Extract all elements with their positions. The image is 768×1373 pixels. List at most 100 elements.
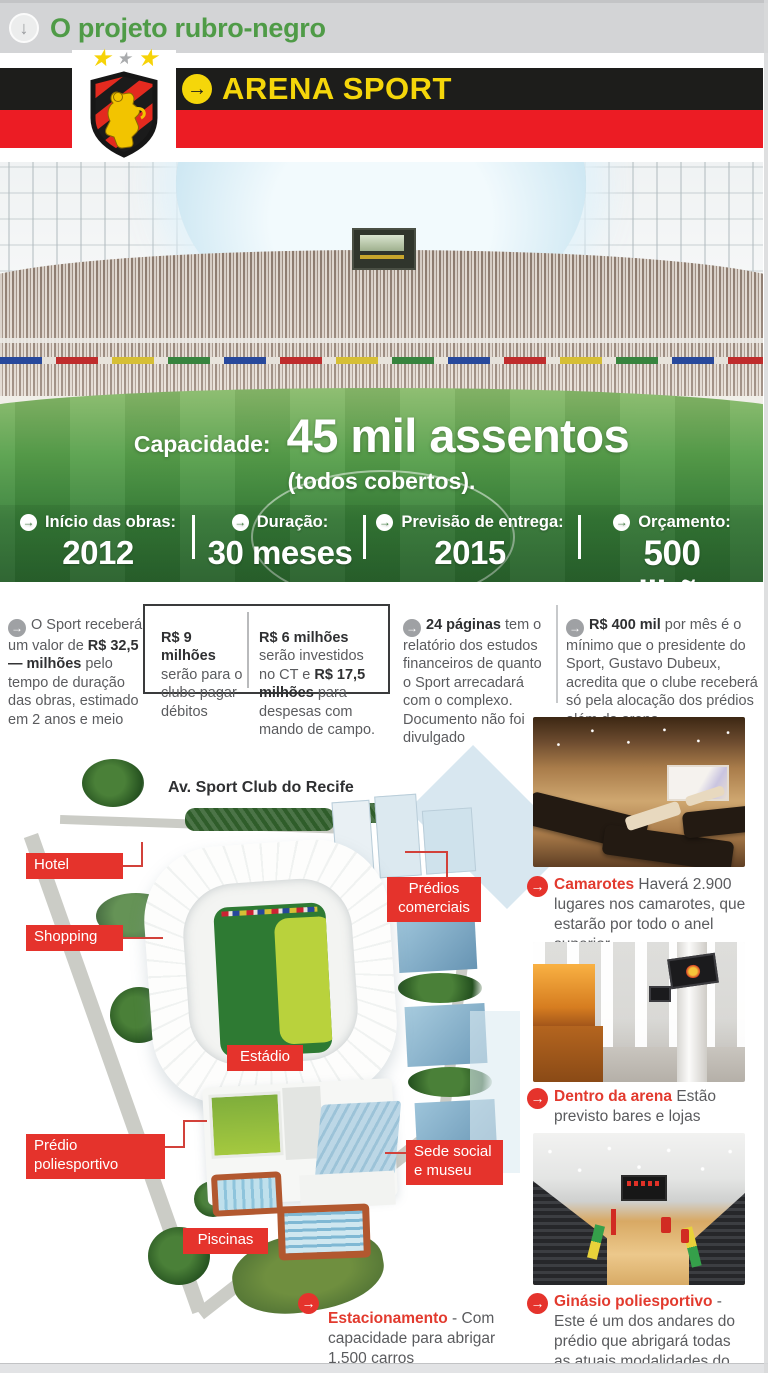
label-connector: [165, 1146, 185, 1148]
scoreboard: [621, 1175, 667, 1201]
pool: [277, 1203, 371, 1261]
kicker-bar: ↓ O projeto rubro-negro: [0, 3, 768, 53]
down-arrow-icon: ↓: [9, 13, 39, 43]
right-arrow-icon: →: [403, 618, 421, 637]
label-connector: [446, 851, 448, 878]
facts-divider: [556, 605, 558, 703]
capacity-note: (todos cobertos).: [287, 468, 476, 494]
stats-divider: [363, 515, 366, 559]
map-label-predio-poliesportivo: Prédio poliesportivo: [26, 1134, 165, 1179]
palm-trees: [82, 759, 144, 807]
stadium-photo: Capacidade: 45 mil assentos (todos cobert…: [0, 162, 763, 582]
street-label: Av. Sport Club do Recife: [168, 779, 354, 796]
green-roof: [208, 1091, 284, 1159]
stat-label: Duração:: [256, 513, 329, 531]
fact-box-divider: [247, 612, 249, 688]
site-map: Av. Sport Club do Recife: [0, 715, 573, 1373]
map-label-shopping: Shopping: [26, 925, 123, 951]
map-label-hotel: Hotel: [26, 853, 123, 879]
camarotes-image: [533, 717, 745, 867]
fact-paragraph: → R$ 400 mil por mês é o mínimo que o pre…: [566, 616, 758, 728]
basketball-hoop: [611, 1209, 616, 1235]
basketball-hoop: [681, 1229, 689, 1243]
label-connector: [123, 937, 163, 939]
lion-icon: [105, 91, 146, 149]
banner-title-row: → ARENA SPORT: [182, 71, 452, 107]
right-arrow-icon: →: [182, 74, 212, 104]
wood-floor: [533, 1026, 603, 1082]
stat-value: 2012: [62, 534, 134, 571]
label-connector: [405, 851, 448, 853]
banner-title: ARENA SPORT: [222, 71, 452, 106]
stat-value: 2015: [434, 534, 506, 571]
right-arrow-icon: →: [231, 514, 249, 531]
stadium-pitch-aerial: [213, 902, 333, 1058]
label-connector: [141, 842, 143, 867]
tv-screen: [649, 986, 671, 1002]
commercial-building: [421, 807, 477, 875]
stat-label: Previsão de entrega:: [401, 513, 564, 531]
basketball-hoop: [661, 1217, 671, 1233]
right-arrow-icon: →: [527, 876, 548, 897]
star-icon: ★: [136, 45, 159, 72]
tree-row: [398, 973, 482, 1003]
glass-building: [396, 916, 478, 974]
right-arrow-icon: →: [298, 1293, 319, 1314]
stat-inicio: → Início das obras: 2012: [8, 513, 188, 572]
stand-walkway: [0, 338, 763, 343]
right-arrow-icon: →: [527, 1293, 548, 1314]
fact-box: R$ 9 milhões serão para o clube pagar dé…: [143, 604, 390, 738]
ginasio-caption: → Ginásio poliesportivo - Este é um dos …: [527, 1292, 747, 1373]
map-label-estadio: Estádio: [227, 1045, 303, 1071]
stands: [689, 1193, 745, 1285]
fact-paragraph: → 24 páginas tem o relatório dos estudos …: [403, 616, 542, 747]
map-label-sede-social: Sede social e museu: [406, 1140, 503, 1185]
stats-bar: → Início das obras: 2012 → Duração: 30 mes…: [0, 505, 763, 582]
star-icon: ★: [89, 45, 112, 72]
fact-box-right: R$ 6 milhões serão investidos no CT e R$…: [259, 629, 376, 739]
label-connector: [185, 1120, 207, 1122]
arena-concourse-image: [533, 942, 745, 1082]
bottom-bar: [0, 1363, 768, 1373]
capacity-label: Capacidade:: [133, 431, 271, 457]
stat-label: Orçamento:: [638, 513, 731, 531]
scoreboard: [352, 228, 416, 270]
map-label-predios-comerciais: Prédios comerciais: [387, 877, 481, 922]
right-arrow-icon: →: [8, 618, 26, 637]
map-label-piscinas: Piscinas: [183, 1228, 268, 1254]
fact-paragraph: → O Sport receberá um valor de R$ 32,5— m…: [8, 616, 143, 728]
striped-roof: [314, 1100, 402, 1180]
crest-stars: ★ ★ ★: [72, 45, 176, 72]
stat-orcamento: →Orçamento: 500 milhões Para todo comple…: [588, 513, 756, 582]
stats-divider: [578, 515, 581, 559]
stat-duracao: → Duração: 30 meses: [205, 513, 355, 572]
right-arrow-icon: →: [527, 1088, 548, 1109]
right-arrow-icon: →: [613, 514, 631, 531]
gymnasium-image: [533, 1133, 745, 1285]
right-arrow-icon: →: [19, 514, 37, 531]
stats-divider: [192, 515, 195, 559]
page-edge: [764, 0, 768, 1373]
capacity-value: 45 mil assentos: [286, 409, 630, 462]
shield-icon: [90, 71, 158, 158]
led-band: [0, 357, 763, 364]
ceiling-lights: [533, 717, 745, 763]
club-crest: ★ ★ ★: [72, 45, 176, 164]
star-icon: ★: [116, 49, 132, 68]
hedge: [185, 808, 335, 831]
stat-value: 500 milhões: [608, 534, 737, 582]
stadium-stands: [0, 250, 763, 396]
page-title: O projeto rubro-negro: [50, 12, 326, 43]
stat-label: Início das obras:: [44, 513, 177, 531]
dentro-da-arena-caption: → Dentro da arena Estão previsto bares e…: [527, 1087, 747, 1127]
right-arrow-icon: →: [376, 514, 394, 531]
bar-area: [533, 964, 595, 1026]
right-arrow-icon: →: [566, 618, 584, 637]
capacity-line: Capacidade: 45 mil assentos: [0, 408, 763, 463]
facts-section: → O Sport receberá um valor de R$ 32,5— m…: [0, 590, 768, 746]
label-connector: [123, 865, 143, 867]
commercial-building: [374, 793, 422, 879]
label-connector: [385, 1152, 406, 1154]
stat-value: 30 meses: [207, 534, 353, 571]
